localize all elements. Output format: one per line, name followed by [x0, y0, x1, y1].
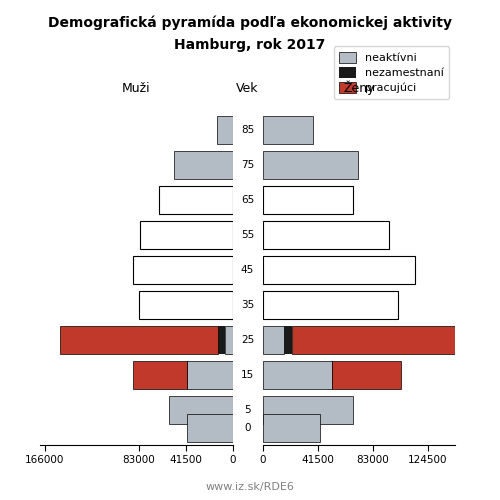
- Bar: [262, 256, 415, 284]
- Text: 65: 65: [241, 196, 254, 205]
- Bar: [292, 326, 462, 354]
- Text: 55: 55: [241, 230, 254, 240]
- Text: Ženy: Ženy: [343, 80, 374, 95]
- Text: Demografická pyramída podľa ekonomickej aktivity: Demografická pyramída podľa ekonomickej …: [48, 16, 452, 30]
- Legend: neaktívni, nezamestnaní, pracujúci: neaktívni, nezamestnaní, pracujúci: [334, 46, 450, 98]
- Bar: [140, 222, 232, 250]
- Text: Vek: Vek: [236, 82, 259, 95]
- Text: 45: 45: [241, 266, 254, 276]
- Bar: [262, 414, 320, 442]
- Bar: [262, 396, 353, 424]
- Bar: [218, 326, 224, 354]
- Text: 25: 25: [241, 335, 254, 345]
- Text: 5: 5: [244, 405, 251, 415]
- Bar: [187, 361, 232, 389]
- Text: 85: 85: [241, 126, 254, 136]
- Text: 15: 15: [241, 370, 254, 380]
- Bar: [332, 361, 400, 389]
- Bar: [174, 152, 233, 180]
- Bar: [262, 326, 283, 354]
- Text: 75: 75: [241, 160, 254, 170]
- Bar: [159, 186, 232, 214]
- Bar: [216, 116, 232, 144]
- Text: www.iz.sk/RDE6: www.iz.sk/RDE6: [206, 482, 294, 492]
- Bar: [133, 361, 187, 389]
- Bar: [284, 326, 292, 354]
- Bar: [224, 326, 232, 354]
- Bar: [262, 222, 388, 250]
- Bar: [133, 256, 232, 284]
- Bar: [262, 291, 398, 319]
- Bar: [262, 361, 332, 389]
- Text: Muži: Muži: [122, 82, 150, 95]
- Text: 0: 0: [244, 422, 251, 432]
- Bar: [187, 414, 232, 442]
- Bar: [60, 326, 218, 354]
- Bar: [138, 291, 232, 319]
- Bar: [169, 396, 232, 424]
- Bar: [262, 116, 313, 144]
- Text: 35: 35: [241, 300, 254, 310]
- Bar: [262, 152, 358, 180]
- Bar: [262, 186, 353, 214]
- Text: Hamburg, rok 2017: Hamburg, rok 2017: [174, 38, 326, 52]
